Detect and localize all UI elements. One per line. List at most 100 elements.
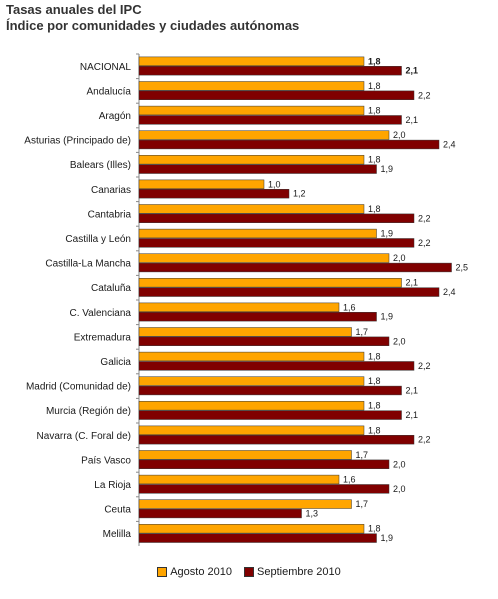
category-label: Melilla: [103, 529, 132, 540]
bar-agosto: [138, 228, 377, 239]
bar-agosto: [138, 351, 365, 362]
data-label: 1,9: [381, 164, 394, 174]
data-label: 1,8: [368, 106, 381, 116]
bar-agosto: [138, 155, 365, 165]
data-label: 2,4: [443, 287, 456, 297]
data-label: 2,4: [443, 140, 456, 150]
category-label: Cataluña: [91, 283, 131, 294]
category-label: Madrid (Comunidad de): [26, 382, 131, 393]
legend-item-agosto: Agosto 2010: [157, 566, 232, 578]
data-label: 1,0: [268, 179, 281, 189]
legend-swatch-agosto: [157, 567, 168, 577]
category-label: C. Valenciana: [69, 308, 131, 319]
bar-septiembre: [138, 189, 290, 199]
category-label: Aragón: [99, 111, 131, 122]
category-label: Andalucía: [87, 86, 132, 97]
bar-agosto: [138, 179, 265, 189]
data-label: 1,6: [343, 475, 356, 485]
bar-septiembre: [138, 262, 452, 273]
data-label: 2,0: [393, 336, 406, 346]
category-label: Extremadura: [74, 332, 132, 343]
data-label: 2,2: [418, 435, 431, 445]
bar-septiembre: [138, 533, 377, 543]
data-label: 1,8: [368, 376, 381, 386]
bar-septiembre: [138, 508, 302, 519]
plot-area: NACIONAL 1,8 2,1 Andalucía 1,8 2,2 Aragón 1,8 2,…: [24, 53, 469, 546]
legend-swatch-septiembre: [244, 567, 254, 577]
category-label: País Vasco: [81, 455, 131, 466]
data-label: 2,0: [393, 484, 406, 494]
bar-septiembre: [138, 238, 415, 248]
category-label: Canarias: [91, 185, 131, 196]
legend-item-septiembre: Septiembre 2010: [244, 566, 341, 578]
category-label: Castilla y León: [65, 234, 131, 245]
bar-agosto: [138, 56, 365, 66]
data-label: 2,5: [456, 263, 469, 273]
bar-agosto: [138, 401, 365, 411]
bar-septiembre: [138, 336, 390, 346]
bar-agosto: [138, 524, 365, 534]
data-label: 2,2: [418, 238, 431, 248]
data-label: 1,9: [381, 533, 394, 543]
bar-septiembre: [138, 90, 415, 100]
bar-septiembre: [138, 435, 415, 445]
legend: Agosto 2010 Septiembre 2010: [0, 566, 498, 578]
category-label: Ceuta: [104, 505, 131, 516]
bar-agosto: [138, 376, 365, 386]
bar-septiembre: [138, 164, 377, 174]
bar-agosto: [138, 450, 352, 460]
data-label: 1,6: [343, 302, 356, 312]
bar-septiembre: [138, 115, 402, 125]
bar-septiembre: [138, 385, 402, 396]
data-label: 2,0: [393, 459, 406, 469]
chart-title: Tasas anuales del IPC: [6, 2, 142, 17]
category-label: Balears (Illes): [70, 160, 131, 171]
data-label: 2,2: [418, 213, 431, 223]
data-label: 1,8: [368, 155, 381, 165]
data-label: 2,2: [418, 90, 431, 100]
bar-septiembre: [138, 312, 377, 322]
data-label: 1,9: [381, 312, 394, 322]
bar-agosto: [138, 425, 365, 435]
data-label: 2,1: [406, 66, 419, 76]
bar-septiembre: [138, 213, 415, 223]
data-label: 2,1: [406, 278, 419, 288]
data-label: 1,8: [368, 56, 381, 66]
bar-agosto: [138, 278, 402, 288]
bar-septiembre: [138, 484, 390, 494]
category-label: Castilla-La Mancha: [45, 259, 131, 270]
bar-septiembre: [138, 139, 440, 150]
data-label: 2,0: [393, 253, 406, 263]
data-label: 1,8: [368, 401, 381, 411]
category-label: Galicia: [100, 357, 131, 368]
data-label: 1,7: [356, 499, 369, 509]
data-label: 1,8: [368, 425, 381, 435]
data-label: 1,3: [306, 509, 319, 519]
data-label: 1,7: [356, 327, 369, 337]
bar-agosto: [138, 204, 365, 214]
data-label: 2,0: [393, 130, 406, 140]
data-label: 1,9: [381, 229, 394, 239]
category-label: NACIONAL: [80, 62, 132, 73]
data-label: 2,1: [406, 115, 419, 125]
data-label: 2,1: [406, 410, 419, 420]
category-label: Navarra (C. Foral de): [37, 431, 131, 442]
category-label: Murcia (Región de): [46, 406, 131, 417]
bar-septiembre: [138, 66, 402, 76]
data-label: 2,2: [418, 361, 431, 371]
bar-agosto: [138, 105, 365, 116]
data-label: 1,7: [356, 450, 369, 460]
category-label: Cantabria: [88, 209, 132, 220]
data-label: 1,8: [368, 352, 381, 362]
data-label: 1,2: [293, 189, 306, 199]
bar-septiembre: [138, 361, 415, 371]
category-label: Asturias (Principado de): [24, 136, 131, 147]
bar-agosto: [138, 130, 390, 140]
data-label: 2,1: [406, 386, 419, 396]
title-block: Tasas anuales del IPC Índice por comunid…: [6, 2, 299, 34]
bar-agosto: [138, 253, 390, 263]
legend-label-agosto: Agosto 2010: [170, 566, 232, 578]
chart-subtitle: Índice por comunidades y ciudades autóno…: [6, 18, 300, 33]
bar-septiembre: [138, 410, 402, 420]
